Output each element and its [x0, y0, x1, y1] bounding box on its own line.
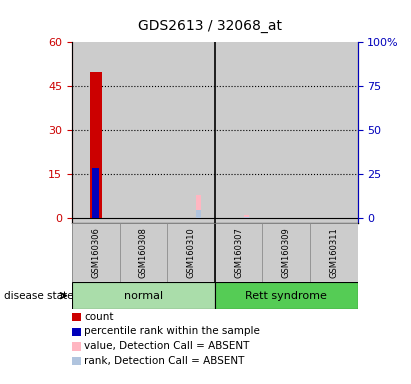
Text: Rett syndrome: Rett syndrome [245, 291, 327, 301]
Bar [196, 210, 201, 218]
Text: rank, Detection Call = ABSENT: rank, Detection Call = ABSENT [84, 356, 245, 366]
Text: GSM160311: GSM160311 [329, 227, 338, 278]
Text: count: count [84, 312, 114, 322]
Text: value, Detection Call = ABSENT: value, Detection Call = ABSENT [84, 341, 249, 351]
Text: normal: normal [124, 291, 163, 301]
Bar [72, 282, 215, 309]
Bar [92, 169, 99, 218]
Bar [167, 42, 215, 223]
Bar [244, 215, 249, 218]
Bar [262, 42, 310, 223]
Text: percentile rank within the sample: percentile rank within the sample [84, 326, 260, 336]
Bar [215, 42, 262, 223]
Text: GDS2613 / 32068_at: GDS2613 / 32068_at [138, 19, 282, 33]
Bar [196, 195, 201, 218]
Bar [244, 217, 249, 218]
Bar [120, 223, 167, 282]
Bar [72, 223, 120, 282]
Bar [215, 282, 358, 309]
Text: GSM160308: GSM160308 [139, 227, 148, 278]
Bar [167, 223, 215, 282]
Bar [215, 223, 262, 282]
Text: GSM160307: GSM160307 [234, 227, 243, 278]
Bar [72, 42, 120, 223]
Bar [90, 71, 102, 218]
Bar [310, 42, 358, 223]
Text: GSM160306: GSM160306 [91, 227, 100, 278]
Text: GSM160309: GSM160309 [282, 227, 291, 278]
Bar [310, 223, 358, 282]
Text: disease state: disease state [4, 291, 74, 301]
Bar [120, 42, 167, 223]
Bar [262, 223, 310, 282]
Text: GSM160310: GSM160310 [187, 227, 196, 278]
